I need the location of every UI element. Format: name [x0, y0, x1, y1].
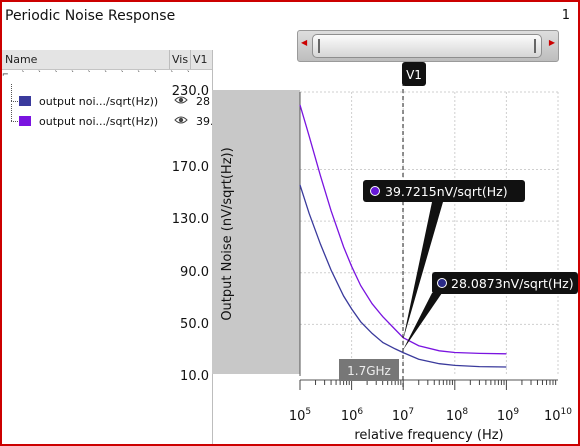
series-layer	[299, 104, 507, 368]
cursor-tag-label: V1	[406, 68, 422, 82]
y-tick-label: 90.0	[180, 265, 209, 280]
tree-root-connector: ⌐ ` ` ` ` ` ` ` ` ` ` ` ` ` ˎ ` ` ` ` ` …	[2, 70, 202, 79]
marker-pointer	[403, 202, 443, 340]
series-line	[299, 184, 507, 368]
window-number: 1	[561, 8, 570, 23]
y-axis-label: Output Noise (nV/sqrt(Hz))	[220, 147, 235, 320]
column-divider[interactable]	[169, 50, 170, 69]
x-tick-label: 105	[289, 407, 311, 424]
column-divider[interactable]	[190, 50, 191, 69]
marker-value: 39.7215nV/sqrt(Hz)	[385, 184, 508, 199]
marker-bullet	[370, 186, 380, 196]
thumb-left-grip[interactable]	[318, 39, 320, 53]
x-tick-label: 109	[497, 407, 520, 424]
y-tick-label: 170.0	[172, 160, 209, 175]
marker-bullet	[437, 278, 447, 288]
column-vis-header[interactable]: Vis	[172, 53, 189, 66]
trace-v1-value: 28	[196, 95, 210, 108]
x-zoom-scrollbar[interactable]: ◀ ▶	[297, 30, 559, 62]
column-name-header[interactable]: Name	[5, 53, 38, 66]
x-tick-label: 1010	[544, 407, 572, 424]
trace-name: output noi.../sqrt(Hz))	[39, 95, 159, 108]
marker-tooltip[interactable]	[432, 272, 578, 294]
y-tick-label: 230.0	[172, 84, 209, 99]
cursor-x-readout	[339, 359, 399, 381]
x-axis-label: relative frequency (Hz)	[354, 428, 503, 443]
scroll-right-icon[interactable]: ▶	[548, 38, 555, 47]
tree-connector	[11, 121, 18, 122]
x-tick-label: 106	[341, 407, 364, 424]
x-tick-label: 107	[392, 407, 414, 424]
cursor-x-readout-text: 1.7GHz	[347, 364, 391, 378]
column-v1-header[interactable]: V1	[193, 53, 208, 66]
scroll-left-icon[interactable]: ◀	[301, 38, 308, 47]
scrollbar-thumb[interactable]	[312, 34, 542, 58]
thumb-right-grip[interactable]	[534, 39, 536, 53]
x-tick-label: 108	[446, 407, 469, 424]
series-line	[299, 104, 507, 355]
legend-row[interactable]: output noi.../sqrt(Hz)) 39.	[2, 104, 212, 130]
eye-icon[interactable]	[174, 115, 188, 128]
marker-value: 28.0873nV/sqrt(Hz)	[451, 276, 574, 291]
marker-tooltip[interactable]	[363, 180, 525, 202]
eye-icon[interactable]	[174, 95, 188, 108]
x-minor-ticks	[299, 380, 557, 390]
y-tick-label: 50.0	[180, 317, 209, 332]
window-title: Periodic Noise Response	[5, 8, 176, 24]
y-axis-band	[212, 90, 300, 374]
trace-v1-value: 39.	[196, 115, 212, 128]
y-tick-label: 130.0	[172, 212, 209, 227]
legend-row[interactable]: output noi.../sqrt(Hz)) 28	[2, 84, 212, 110]
trace-name: output noi.../sqrt(Hz))	[39, 115, 159, 128]
trace-color-swatch	[19, 96, 31, 106]
cursor-tag[interactable]	[402, 62, 426, 86]
y-tick-label: 10.0	[180, 369, 209, 384]
tree-connector	[11, 101, 18, 102]
tree-connector	[11, 104, 12, 121]
x-axis: 105 106 107 108 109 1010	[289, 407, 572, 424]
marker-pointer	[403, 293, 442, 350]
y-axis: 230.0 170.0 130.0 90.0 50.0 10.0	[172, 84, 209, 384]
trace-color-swatch	[19, 116, 31, 126]
legend-header: Name Vis V1	[2, 50, 212, 70]
tree-connector	[11, 84, 12, 101]
